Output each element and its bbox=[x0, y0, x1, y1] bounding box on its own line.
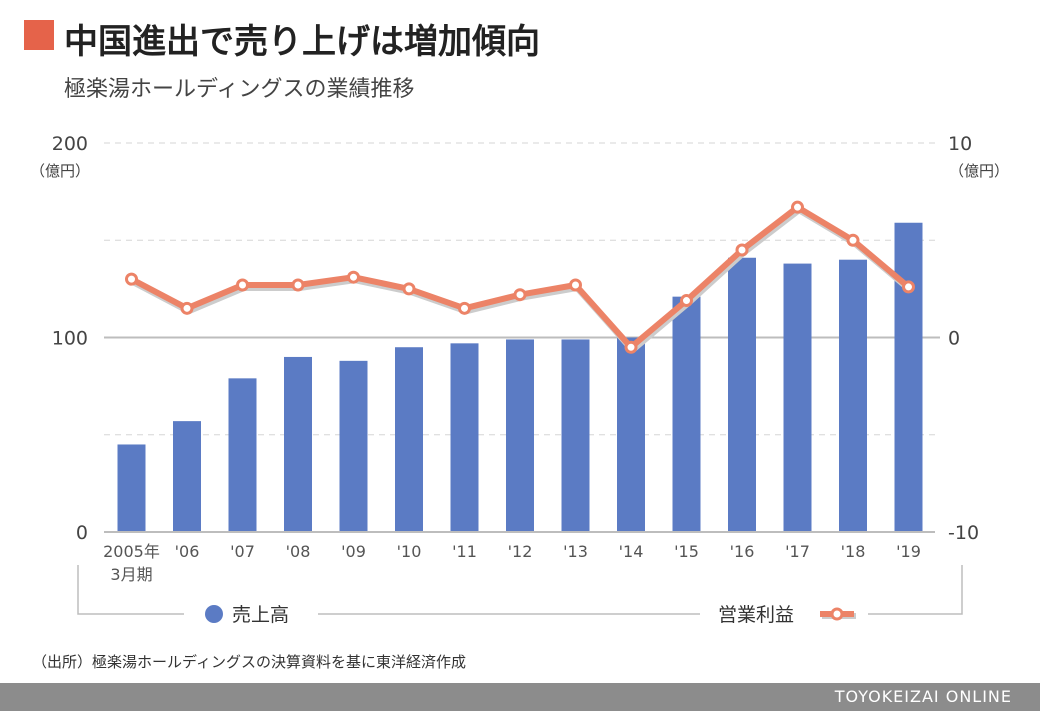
right-tick-label: 0 bbox=[948, 328, 960, 350]
legend-bracket-right bbox=[868, 565, 963, 615]
profit-point bbox=[680, 294, 693, 308]
sales-bar bbox=[617, 337, 645, 532]
left-axis-unit: （億円） bbox=[30, 162, 90, 180]
sales-bar bbox=[339, 360, 368, 532]
sales-bar bbox=[894, 222, 923, 532]
x-tick-label: '14 bbox=[619, 542, 644, 561]
x-tick-label: '13 bbox=[563, 542, 588, 561]
left-tick-label: 100 bbox=[52, 328, 88, 350]
x-tick-label: '18 bbox=[841, 542, 866, 561]
legend-label-sales: 売上高 bbox=[232, 604, 289, 626]
brand-label: TOYOKEIZAI ONLINE bbox=[834, 687, 1012, 706]
legend-bar-swatch bbox=[205, 605, 223, 623]
x-tick-label: '10 bbox=[397, 542, 422, 561]
x-tick-label: 2005年 bbox=[103, 542, 160, 561]
x-tick-label: '12 bbox=[508, 542, 533, 561]
profit-point bbox=[791, 200, 804, 214]
legend-bracket-left bbox=[77, 565, 184, 615]
title-marker bbox=[24, 20, 54, 50]
left-tick-label: 200 bbox=[52, 133, 88, 155]
profit-point bbox=[569, 278, 582, 292]
x-tick-label: '17 bbox=[785, 542, 810, 561]
profit-point bbox=[624, 340, 638, 354]
x-tick-label: '09 bbox=[341, 542, 366, 561]
x-tick-label: '15 bbox=[674, 542, 699, 561]
right-axis-unit: （億円） bbox=[949, 162, 1009, 180]
sales-bar bbox=[284, 356, 312, 532]
x-tick-label: '11 bbox=[452, 542, 477, 561]
sales-bar bbox=[672, 296, 701, 532]
profit-point bbox=[902, 280, 915, 294]
profit-point bbox=[402, 282, 416, 296]
sales-bar bbox=[228, 378, 257, 532]
x-tick-label: '07 bbox=[230, 542, 255, 561]
right-tick-label: 10 bbox=[948, 133, 972, 155]
profit-point bbox=[347, 270, 360, 284]
sales-bar bbox=[173, 421, 201, 532]
profit-point bbox=[458, 301, 471, 315]
profit-point bbox=[735, 243, 749, 257]
x-tick-sublabel: 3月期 bbox=[110, 565, 152, 584]
sales-bar bbox=[839, 259, 867, 532]
x-tick-label: '06 bbox=[175, 542, 200, 561]
x-tick-label: '08 bbox=[286, 542, 311, 561]
sales-bar bbox=[561, 339, 590, 532]
x-tick-label: '16 bbox=[730, 542, 755, 561]
sales-bar bbox=[783, 263, 812, 532]
profit-point bbox=[236, 278, 249, 292]
sales-bar bbox=[450, 343, 479, 532]
profit-point bbox=[125, 272, 138, 286]
sales-bar bbox=[395, 347, 423, 532]
x-tick-label: '19 bbox=[896, 542, 921, 561]
profit-point bbox=[291, 278, 305, 292]
profit-point bbox=[513, 288, 527, 302]
chart-subtitle: 極楽湯ホールディングスの業績推移 bbox=[64, 77, 415, 102]
footer-bar: TOYOKEIZAI ONLINE bbox=[0, 683, 1040, 711]
sales-bar bbox=[506, 339, 534, 532]
sales-bar bbox=[728, 257, 756, 532]
left-tick-label: 0 bbox=[76, 522, 88, 544]
right-tick-label: -10 bbox=[948, 522, 979, 544]
legend-line-marker bbox=[830, 607, 844, 621]
chart-title: 中国進出で売り上げは増加傾向 bbox=[64, 22, 540, 62]
sales-bar bbox=[117, 444, 146, 532]
profit-point bbox=[180, 301, 194, 315]
profit-point bbox=[846, 233, 860, 247]
source-note: （出所）極楽湯ホールディングスの決算資料を基に東洋経済作成 bbox=[32, 653, 466, 671]
legend-label-profit: 営業利益 bbox=[718, 604, 794, 626]
